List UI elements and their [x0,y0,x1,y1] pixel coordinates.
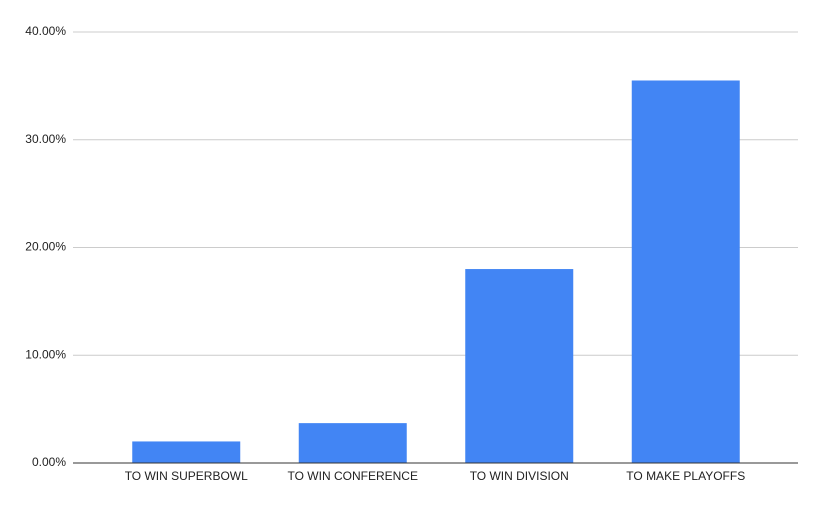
y-tick-label: 30.00% [25,132,66,146]
y-tick-label: 40.00% [25,24,66,38]
x-tick-label: TO WIN CONFERENCE [288,469,418,483]
y-tick-label: 0.00% [32,455,66,469]
bar [298,423,407,463]
x-tick-label: TO WIN SUPERBOWL [125,469,248,483]
bar [132,441,241,463]
bar [465,269,574,463]
x-tick-label: TO MAKE PLAYOFFS [626,469,745,483]
bar [631,80,740,464]
y-tick-label: 10.00% [25,347,66,361]
y-tick-label: 20.00% [25,240,66,254]
x-tick-label: TO WIN DIVISION [470,469,569,483]
